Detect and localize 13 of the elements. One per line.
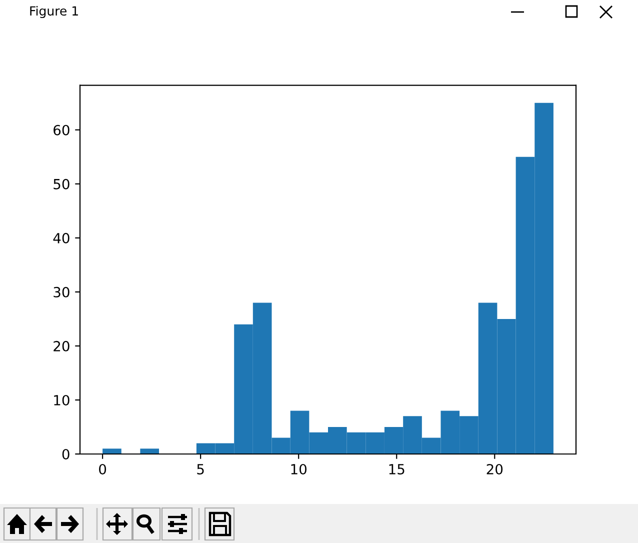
caption: Figure 1 (30, 6, 78, 18)
y-tick-label: 40 (53, 232, 70, 244)
x-tick-label: 20 (486, 464, 503, 474)
x-tick-label: 0 (99, 464, 106, 474)
y-tick-label: 10 (54, 394, 70, 406)
y-tick-label: 0 (62, 448, 70, 460)
y-tick-label: 30 (54, 286, 70, 298)
x-tick-label: 5 (197, 464, 204, 474)
y-tick-label: 50 (54, 178, 70, 190)
y-tick-label: 60 (54, 124, 70, 136)
x-tick-label: 10 (291, 464, 307, 474)
x-tick-label: 15 (389, 464, 404, 474)
y-tick-label: 20 (54, 340, 70, 352)
